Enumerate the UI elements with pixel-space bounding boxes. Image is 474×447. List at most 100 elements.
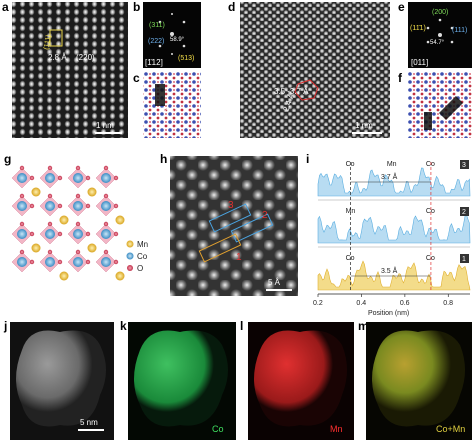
panel-label: h bbox=[160, 152, 167, 166]
scale-label: 1 nm bbox=[96, 121, 114, 130]
panel-label: f bbox=[398, 71, 403, 85]
scale-label: 1 nm bbox=[355, 121, 373, 130]
particle bbox=[134, 330, 228, 427]
panel-label: b bbox=[133, 0, 140, 14]
mn-atom bbox=[87, 243, 97, 253]
element-label: Co bbox=[212, 424, 224, 434]
index-box bbox=[460, 207, 469, 216]
haadf-image bbox=[170, 156, 298, 296]
legend-label: O bbox=[137, 264, 143, 273]
o-atom bbox=[75, 249, 81, 255]
legend-marker bbox=[126, 252, 134, 260]
co-atom bbox=[101, 257, 111, 267]
co-atom bbox=[45, 229, 55, 239]
co-atom bbox=[73, 173, 83, 183]
o-atom bbox=[85, 175, 91, 181]
highlight-box bbox=[198, 233, 242, 263]
zone-axis: [011] bbox=[411, 58, 428, 67]
annotation: (111) bbox=[43, 34, 53, 50]
mn-atom bbox=[87, 187, 97, 197]
annotation: 2.8 Å bbox=[48, 53, 67, 62]
mn-atom bbox=[115, 215, 125, 225]
mn-atom bbox=[59, 271, 69, 281]
o-atom bbox=[85, 231, 91, 237]
haadf-image bbox=[240, 2, 390, 138]
co-atom bbox=[45, 201, 55, 211]
o-atom bbox=[113, 259, 119, 265]
highlight-box bbox=[230, 213, 274, 243]
box-label: 1 bbox=[236, 252, 242, 263]
scale-label: 5 Å bbox=[268, 278, 281, 287]
particle bbox=[16, 330, 106, 427]
highlight-box bbox=[155, 84, 165, 106]
line-profiles: 3 Co Mn Co 3.7 Å 2 Mn Co 1 Co Co 3.5 Å 0.2 0.4 0.6 0.8 P… bbox=[313, 160, 471, 317]
o-atom bbox=[47, 221, 53, 227]
highlight-hexagon bbox=[294, 79, 319, 101]
o-atom bbox=[47, 249, 53, 255]
o-atom bbox=[103, 221, 109, 227]
box-label: 3 bbox=[228, 200, 234, 211]
x-tick-label: 0.2 bbox=[313, 300, 323, 307]
legend-label: Co bbox=[137, 252, 148, 261]
co-atom bbox=[45, 257, 55, 267]
panel-label: e bbox=[398, 0, 405, 14]
o-atom bbox=[103, 165, 109, 171]
index-box bbox=[460, 160, 469, 169]
index-box bbox=[460, 254, 469, 263]
mn-atom bbox=[31, 243, 41, 253]
particle bbox=[254, 330, 347, 427]
profile-index: 2 bbox=[462, 209, 466, 216]
annotation: 3.5~3.7 Å bbox=[274, 87, 309, 96]
x-tick-label: 0.8 bbox=[443, 300, 453, 307]
panel-label: g bbox=[4, 152, 11, 166]
peak-label: Mn bbox=[346, 208, 356, 215]
annotation: (311) bbox=[149, 22, 165, 29]
o-atom bbox=[29, 203, 35, 209]
o-atom bbox=[29, 259, 35, 265]
annotation: 54.7° bbox=[430, 40, 445, 46]
legend-label: Mn bbox=[137, 240, 148, 249]
mn-atom bbox=[115, 271, 125, 281]
x-tick-label: 0.4 bbox=[356, 300, 366, 307]
o-atom bbox=[47, 165, 53, 171]
o-atom bbox=[19, 249, 25, 255]
panel-label: j bbox=[3, 319, 7, 333]
x-axis-label: Position (nm) bbox=[368, 310, 409, 317]
profile-index: 3 bbox=[462, 162, 466, 169]
annotation: 58.9° bbox=[170, 37, 185, 43]
peak-label: Co bbox=[346, 161, 355, 168]
panel-label: a bbox=[2, 0, 9, 14]
co-atom bbox=[17, 173, 27, 183]
legend-marker bbox=[126, 240, 134, 248]
distance-label: 3.7 Å bbox=[381, 172, 398, 181]
annotation: (222) bbox=[148, 38, 164, 45]
o-atom bbox=[29, 231, 35, 237]
particle bbox=[372, 330, 465, 427]
highlight-box bbox=[424, 112, 432, 130]
peak-label: Co bbox=[426, 208, 435, 215]
annotation: (220) bbox=[76, 53, 95, 62]
o-atom bbox=[103, 193, 109, 199]
annotation: (513) bbox=[178, 55, 194, 62]
o-atom bbox=[75, 193, 81, 199]
o-atom bbox=[113, 231, 119, 237]
peak-label: Co bbox=[426, 255, 435, 262]
annotation: 4.8 Å bbox=[160, 107, 174, 114]
co-atom bbox=[101, 173, 111, 183]
co-atom bbox=[17, 229, 27, 239]
o-atom bbox=[75, 165, 81, 171]
highlight-box bbox=[49, 29, 63, 47]
o-atom bbox=[29, 175, 35, 181]
mn-atom bbox=[59, 215, 69, 225]
o-atom bbox=[47, 193, 53, 199]
annotation: (11̄1) bbox=[410, 25, 426, 32]
o-atom bbox=[113, 203, 119, 209]
panel-label: i bbox=[306, 152, 309, 166]
co-atom bbox=[17, 257, 27, 267]
element-label: Co+Mn bbox=[436, 424, 465, 434]
peak-label: Co bbox=[426, 161, 435, 168]
o-atom bbox=[75, 221, 81, 227]
haadf-image bbox=[12, 2, 128, 138]
annotation: (200) bbox=[432, 9, 448, 16]
o-atom bbox=[103, 249, 109, 255]
